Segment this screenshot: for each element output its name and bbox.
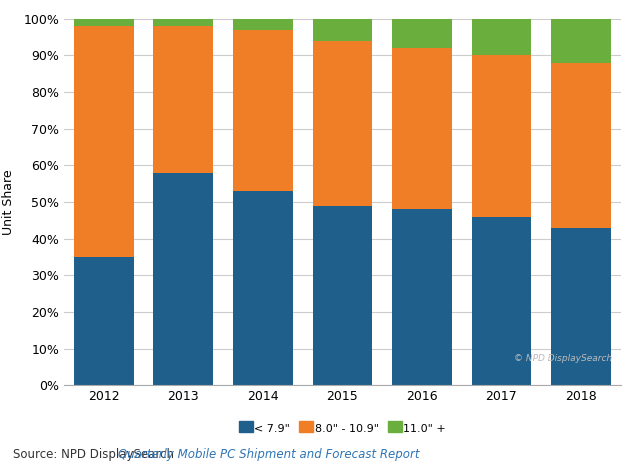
Text: © NPD DisplaySearch: © NPD DisplaySearch <box>514 354 612 363</box>
Bar <box>74 26 134 257</box>
Y-axis label: Unit Share: Unit Share <box>2 169 15 235</box>
Bar <box>312 41 372 206</box>
Bar <box>392 19 452 48</box>
Text: Quarterly Mobile PC Shipment and Forecast Report: Quarterly Mobile PC Shipment and Forecas… <box>118 447 420 461</box>
Bar <box>74 257 134 385</box>
Bar <box>154 173 213 385</box>
Bar <box>472 55 531 217</box>
Bar <box>392 48 452 210</box>
Bar <box>392 210 452 385</box>
Bar <box>551 228 611 385</box>
Bar <box>551 19 611 63</box>
Bar <box>233 191 292 385</box>
Bar <box>233 30 292 191</box>
Bar <box>472 217 531 385</box>
Bar <box>312 19 372 41</box>
Text: Source: NPD DisplaySearch: Source: NPD DisplaySearch <box>13 447 177 461</box>
Legend: < 7.9", 8.0" - 10.9", 11.0" +: < 7.9", 8.0" - 10.9", 11.0" + <box>236 420 449 437</box>
Bar <box>154 26 213 173</box>
Bar <box>312 206 372 385</box>
Bar <box>154 19 213 26</box>
Bar <box>472 19 531 55</box>
Bar <box>233 19 292 30</box>
Bar <box>74 19 134 26</box>
Bar <box>551 63 611 228</box>
